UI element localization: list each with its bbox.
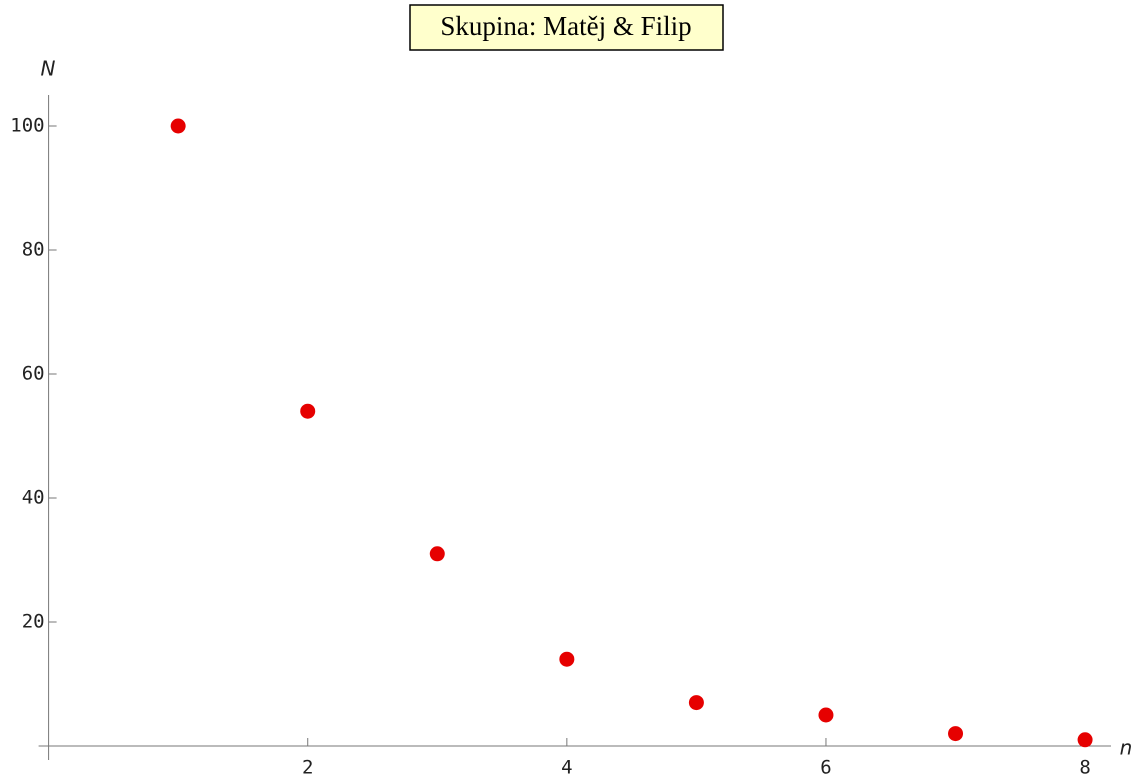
point — [300, 403, 316, 419]
y-tick-label: 20 — [22, 611, 45, 633]
title-box — [409, 4, 724, 51]
point — [948, 726, 964, 742]
x-tick-label: 6 — [820, 757, 831, 779]
x-tick-label: 8 — [1079, 757, 1090, 779]
x-tick-label: 4 — [561, 757, 572, 779]
y-tick-label: 40 — [22, 487, 45, 509]
x-axis-label: n — [1120, 736, 1133, 760]
y-tick-label: 100 — [10, 115, 44, 137]
chart-title: Skupina: Matěj & Filip — [440, 11, 691, 41]
point — [1077, 732, 1093, 748]
point — [559, 651, 575, 667]
x-tick-label: 2 — [302, 757, 313, 779]
point — [818, 707, 834, 723]
point — [688, 695, 704, 711]
y-tick-label: 80 — [22, 239, 45, 261]
point — [429, 546, 445, 562]
y-tick-label: 60 — [22, 363, 45, 385]
point — [170, 118, 186, 134]
y-axis-label: N — [41, 57, 56, 81]
